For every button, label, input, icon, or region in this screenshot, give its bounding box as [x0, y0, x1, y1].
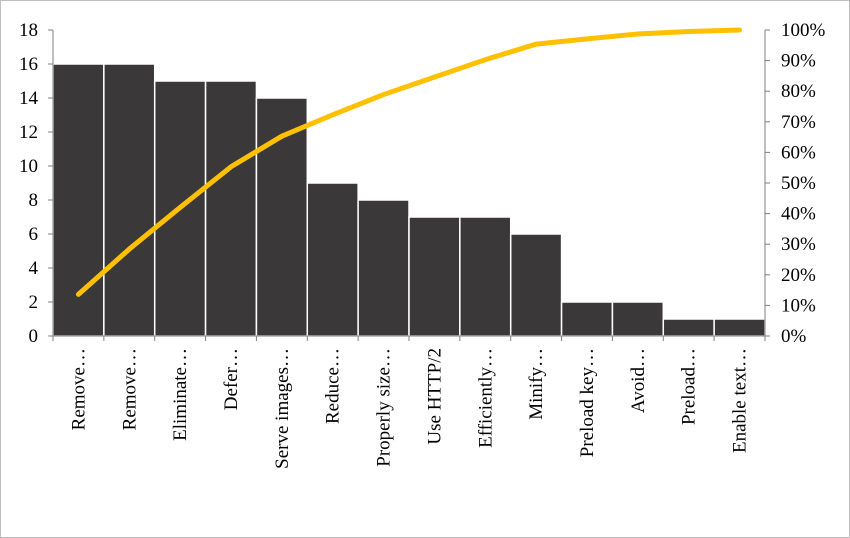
right-axis-tick-label: 20% [781, 265, 816, 286]
cumulative-percent-line [75, 27, 743, 297]
bar [611, 301, 665, 337]
bar [357, 199, 410, 337]
category-label: Preload… [679, 348, 700, 425]
bar [662, 318, 715, 337]
category-label: Preload key… [577, 348, 598, 457]
left-axis-tick-label: 8 [29, 190, 39, 211]
category-label: Reduce… [323, 348, 344, 424]
category-label: Defer… [221, 348, 242, 410]
bar [204, 80, 258, 337]
right-axis-tick-label: 70% [781, 112, 816, 133]
category-label: Remove… [119, 348, 140, 430]
right-axis-tick-label: 100% [781, 20, 826, 41]
bar [509, 233, 563, 337]
bar [103, 63, 156, 337]
left-axis-tick-label: 12 [19, 122, 38, 143]
category-label: Remove… [68, 348, 89, 430]
left-axis-tick-label: 16 [19, 54, 38, 75]
category-label: Serve images… [272, 348, 293, 469]
category-label: Enable text… [730, 348, 751, 453]
left-axis-tick-label: 10 [19, 156, 38, 177]
category-labels: Remove… Remove… Eliminate… Defer… Serve imag… [68, 348, 750, 469]
left-axis-tick-label: 14 [19, 88, 39, 109]
bar [408, 216, 461, 337]
category-label: Minify… [526, 348, 547, 420]
left-axis-tick-label: 4 [29, 258, 39, 279]
right-axis-tick-label: 40% [781, 204, 816, 225]
right-axis-tick-label: 50% [781, 173, 816, 194]
right-axis-tick-label: 60% [781, 142, 816, 163]
bar [459, 216, 512, 337]
category-label: Avoid… [628, 348, 649, 413]
category-label: Use HTTP/2 [424, 348, 445, 445]
bar [713, 318, 766, 337]
left-axis-tick-label: 6 [29, 224, 39, 245]
cumulative-line-series [75, 27, 743, 297]
right-axis-tick-label: 10% [781, 295, 816, 316]
right-axis-tick-labels: 0% 10% 20% 30% 40% 50% 60% 70% 80% 90% 100% [781, 20, 826, 347]
right-axis-tick-label: 30% [781, 234, 816, 255]
bar-series [52, 63, 766, 337]
left-axis-tick-labels: 0 2 4 6 8 10 12 14 16 18 [19, 20, 39, 347]
right-axis-tick-label: 90% [781, 51, 816, 72]
left-axis-tick-label: 2 [29, 292, 39, 313]
category-label: Efficiently… [475, 348, 496, 448]
right-axis-tick-label: 80% [781, 81, 816, 102]
left-axis-tick-label: 0 [29, 326, 39, 347]
category-label: Properly size… [374, 348, 395, 467]
bar [52, 63, 105, 337]
right-axis-tick-label: 0% [781, 326, 807, 347]
left-axis-tick-label: 18 [19, 20, 38, 41]
category-label: Eliminate… [170, 348, 191, 441]
axes [48, 29, 770, 341]
bar [306, 182, 359, 337]
bar [560, 301, 614, 337]
